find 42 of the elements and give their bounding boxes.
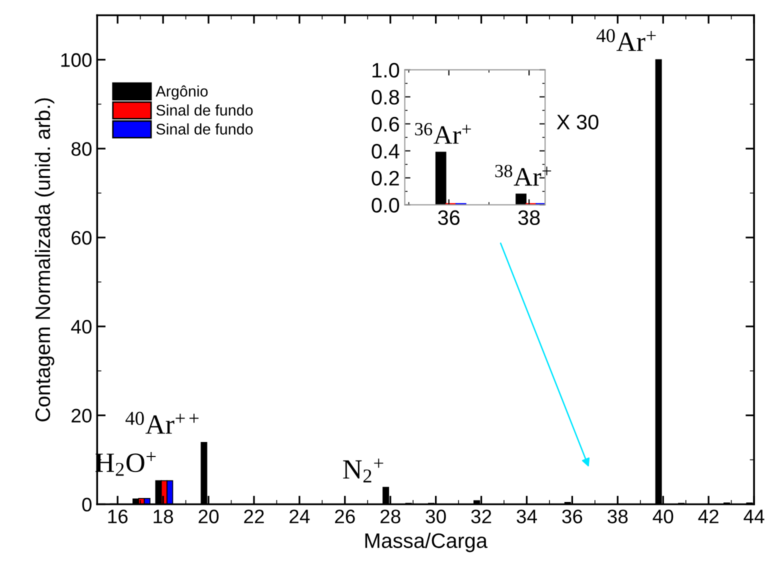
y-tick-label: 0.0: [372, 198, 400, 213]
y-tick-label: 0: [82, 498, 92, 512]
x-tick-label: 20: [198, 510, 219, 524]
y-tick-label: 1.0: [372, 62, 400, 78]
y-tick-label: 0.6: [372, 116, 399, 132]
bar: [435, 152, 446, 205]
x-tick-label: 44: [744, 510, 764, 524]
x-tick-label: 26: [335, 510, 355, 524]
x-tick-label: 40: [652, 510, 674, 524]
y-tick-label: 80: [72, 142, 92, 156]
y-tick-label: 60: [72, 230, 92, 245]
annotation: $^{38}$Ar$^{+}$: [495, 164, 552, 186]
annotation: $^{40}$Ar$^{+}$: [596, 29, 656, 51]
x-tick-label: 28: [380, 510, 400, 524]
annotation: X 30: [556, 114, 598, 130]
y-tick-label: 0.8: [372, 90, 400, 105]
x-tick-label: 18: [154, 510, 174, 524]
x-tick-label: 22: [244, 510, 264, 524]
annotation: N$_{2}$$^{+}$: [343, 458, 384, 482]
x-tick-label: 42: [698, 510, 718, 524]
x-tick-label: 36: [562, 510, 582, 524]
legend-label: Sinal de fundo: [156, 123, 253, 135]
x-tick-label: 32: [471, 510, 492, 524]
x-axis-title: Massa/Carga: [365, 532, 488, 552]
x-tick-label: 30: [426, 510, 446, 524]
legend-label: Argônio: [156, 85, 208, 100]
x-tick-label: 38: [518, 210, 540, 226]
annotation: $^{36}$Ar$^{+}$: [415, 122, 471, 144]
y-tick-label: 20: [72, 408, 92, 423]
y-tick-label: 0.2: [372, 170, 399, 186]
y-tick-label: 100: [61, 53, 92, 67]
x-tick-label: 34: [516, 510, 537, 524]
x-tick-label: 16: [108, 510, 128, 524]
y-tick-label: 0.4: [372, 144, 400, 159]
x-tick-label: 24: [290, 510, 310, 524]
x-tick-label: 36: [438, 210, 460, 226]
annotation: $^{40}$Ar$^{++}$: [126, 412, 199, 434]
bar: [516, 194, 526, 205]
y-tick-label: 40: [71, 320, 92, 334]
y-axis-title: Contagem Normalizada (unid. arb.): [34, 98, 54, 422]
x-tick-label: 38: [608, 510, 628, 524]
legend-label: Sinal de fundo: [156, 104, 253, 116]
